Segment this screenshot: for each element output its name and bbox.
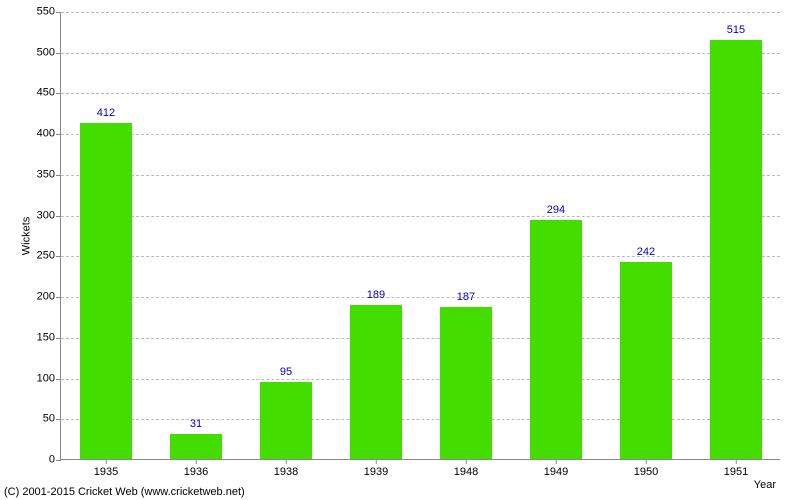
y-tick-label: 250 [37,251,61,262]
bar-value-label: 189 [367,290,385,301]
x-tick-label: 1935 [94,459,118,478]
chart-container: Wickets Year 0 50 100 150 200 250 300 350 400 450… [0,0,800,500]
bar-value-label: 95 [280,367,292,378]
gridline [61,379,780,380]
copyright-text: (C) 2001-2015 Cricket Web (www.cricketwe… [4,486,245,498]
x-tick-mark [286,459,287,464]
gridline [61,93,780,94]
x-tick-mark [646,459,647,464]
x-tick-mark [106,459,107,464]
bar: 294 [530,220,582,459]
plot-area: Wickets Year 050100150200250300350400450… [60,12,780,460]
bar-value-label: 294 [547,205,565,216]
y-tick-label: 350 [37,169,61,180]
y-tick-label: 550 [37,7,61,18]
x-tick-mark [556,459,557,464]
x-tick-label: 1936 [184,459,208,478]
x-tick-label: 1949 [544,459,568,478]
bar: 412 [80,123,132,459]
x-tick-label: 1939 [364,459,388,478]
x-axis-label: Year [754,459,776,491]
gridline [61,175,780,176]
x-tick-label: 1948 [454,459,478,478]
x-tick-label: 1950 [634,459,658,478]
y-tick-label: 50 [43,414,61,425]
y-tick-label: 150 [37,332,61,343]
bar-value-label: 515 [727,25,745,36]
bar: 31 [170,434,222,459]
x-tick-mark [376,459,377,464]
gridline [61,419,780,420]
y-tick-label: 400 [37,129,61,140]
y-tick-label: 300 [37,210,61,221]
bar-value-label: 412 [97,108,115,119]
gridline [61,297,780,298]
gridline [61,216,780,217]
bar-value-label: 242 [637,247,655,258]
y-tick-label: 100 [37,373,61,384]
gridline [61,338,780,339]
bar: 95 [260,382,312,459]
x-tick-label: 1938 [274,459,298,478]
bar: 189 [350,305,402,459]
y-axis-label: Wickets [20,216,32,255]
bar: 242 [620,262,672,459]
x-tick-mark [736,459,737,464]
y-tick-label: 0 [49,455,61,466]
y-tick-label: 450 [37,88,61,99]
y-tick-label: 200 [37,292,61,303]
gridline [61,12,780,13]
bar: 515 [710,40,762,459]
gridline [61,256,780,257]
x-tick-label: 1951 [724,459,748,478]
gridline [61,134,780,135]
gridline [61,53,780,54]
bar-value-label: 187 [457,292,475,303]
y-tick-label: 500 [37,47,61,58]
x-tick-mark [466,459,467,464]
bar-value-label: 31 [190,419,202,430]
x-tick-mark [196,459,197,464]
bar: 187 [440,307,492,459]
